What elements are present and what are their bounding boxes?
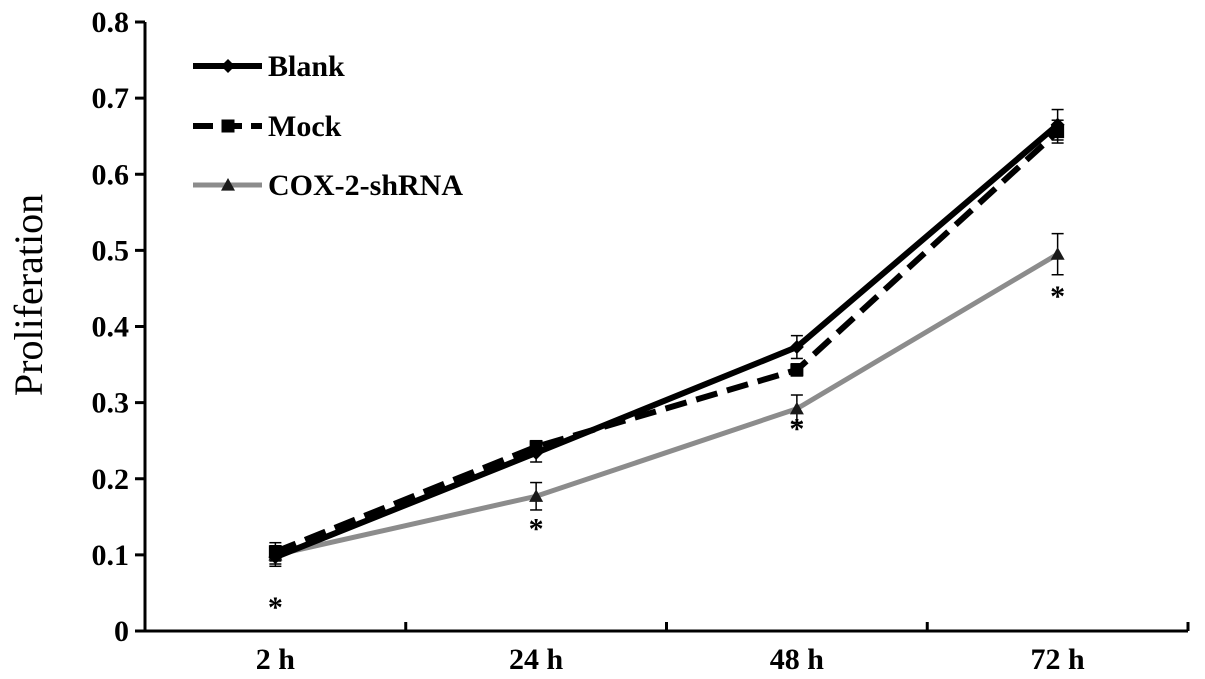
y-tick-label: 0.8	[92, 6, 130, 39]
annotation-layer: * * * *	[268, 280, 1065, 624]
legend-item: COX-2-shRNA	[193, 169, 463, 202]
y-tick-label: 0.2	[92, 463, 130, 496]
y-tick-label: 0.3	[92, 387, 130, 420]
x-tick-label: 72 h	[1031, 643, 1086, 676]
data-point	[790, 363, 804, 377]
data-point	[789, 340, 804, 355]
legend: Blank Mock COX-2-shRNA	[193, 50, 463, 202]
data-point	[268, 550, 283, 565]
series-line	[274, 129, 1060, 555]
significance-marker: *	[529, 512, 544, 545]
legend-marker	[221, 59, 235, 73]
significance-marker: *	[268, 591, 283, 624]
legend-marker	[221, 119, 235, 133]
y-tick-label: 0.7	[92, 82, 130, 115]
significance-marker: *	[1050, 280, 1065, 313]
x-tick-label: 48 h	[770, 643, 825, 676]
significance-marker: *	[789, 413, 804, 446]
y-tick-label: 0.1	[92, 539, 130, 572]
series-blank	[268, 108, 1065, 568]
series-line	[274, 122, 1060, 560]
y-tick-label: 0.4	[92, 311, 130, 344]
x-tick-label: 24 h	[509, 643, 564, 676]
data-point	[1050, 117, 1065, 132]
legend-label: COX-2-shRNA	[268, 169, 463, 202]
legend-item: Mock	[193, 110, 342, 143]
axes: 0 0.1 0.2 0.3 0.4 0.5 0.6 0.7 0.8 2 h 24 h 48 h 72 h	[92, 6, 1190, 676]
series-layer	[268, 108, 1065, 568]
x-tick-label: 2 h	[256, 643, 296, 676]
data-point	[529, 489, 544, 502]
legend-label: Blank	[268, 50, 345, 83]
legend-label: Mock	[268, 110, 342, 143]
y-tick-label: 0.6	[92, 158, 130, 191]
y-tick-label: 0.5	[92, 234, 130, 267]
series-line	[274, 252, 1059, 558]
data-point	[789, 401, 804, 415]
y-tick-label: 0	[114, 615, 129, 648]
data-point	[529, 445, 544, 460]
y-axis-label: Proliferation	[6, 194, 51, 396]
legend-item: Blank	[193, 50, 345, 83]
data-point	[1050, 247, 1065, 260]
legend-marker	[221, 178, 235, 191]
